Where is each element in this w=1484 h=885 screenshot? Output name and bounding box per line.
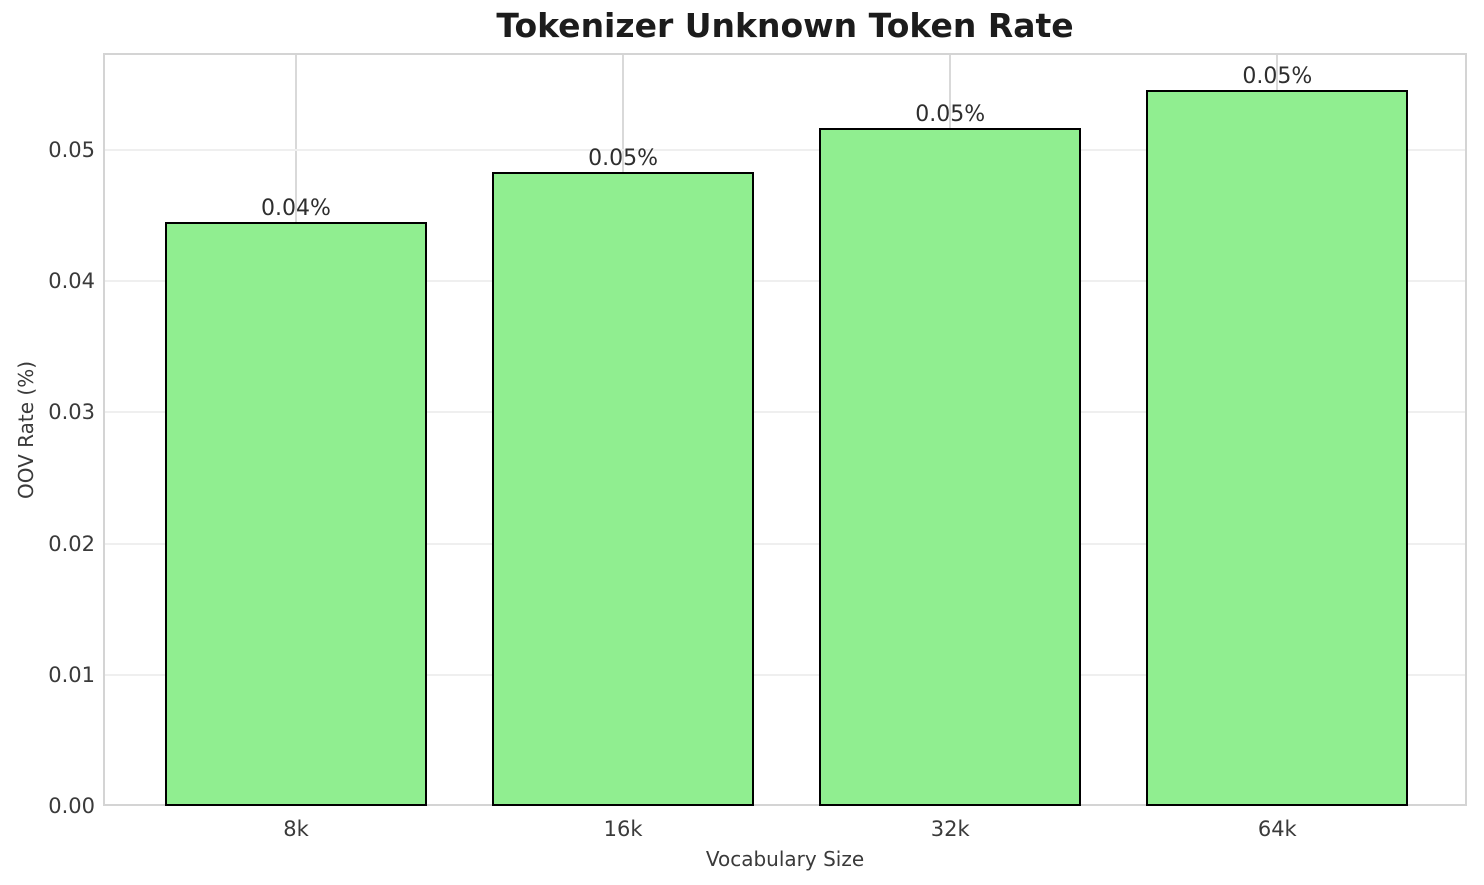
y-tick-label: 0.01 — [48, 662, 95, 687]
bar-value-label: 0.05% — [588, 146, 659, 172]
bar — [165, 222, 427, 806]
x-axis-label: Vocabulary Size — [705, 847, 865, 871]
y-tick-label: 0.05 — [48, 138, 95, 163]
gridline-h — [103, 280, 1467, 283]
y-axis-label: OOV Rate (%) — [14, 361, 38, 499]
x-tick-label: 32k — [930, 817, 970, 841]
gridline-h — [103, 673, 1467, 676]
bar — [819, 127, 1082, 806]
chart-title: Tokenizer Unknown Token Rate — [496, 6, 1074, 45]
y-tick-label: 0.03 — [48, 400, 95, 425]
gridline-h — [103, 542, 1467, 545]
gridline-h — [103, 149, 1467, 152]
bar-value-label: 0.04% — [261, 196, 331, 222]
y-tick-label: 0.02 — [48, 531, 95, 556]
x-tick-label: 8k — [283, 817, 309, 841]
x-tick-label: 64k — [1257, 817, 1297, 841]
x-tick-label: 16k — [603, 817, 643, 841]
bar — [1146, 89, 1409, 806]
gridline-h — [103, 411, 1467, 414]
plot-area — [103, 53, 1467, 806]
bar — [492, 172, 754, 806]
bar-value-label: 0.05% — [1242, 63, 1313, 89]
y-tick-label: 0.04 — [48, 269, 95, 294]
y-tick-label: 0.00 — [48, 794, 95, 818]
bar-value-label: 0.05% — [915, 101, 986, 127]
